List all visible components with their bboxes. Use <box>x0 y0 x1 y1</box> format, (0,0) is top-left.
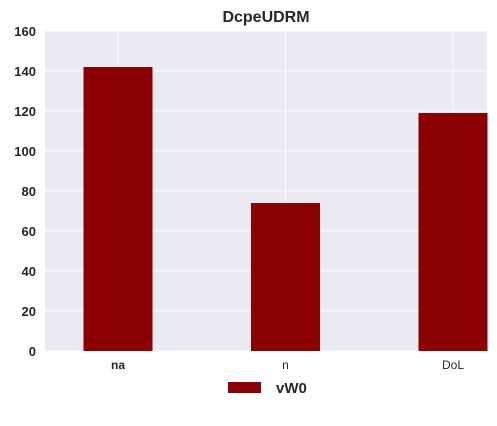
x-axis-ticks: na n DoL <box>111 358 464 372</box>
x-tick-label: DoL <box>442 358 464 372</box>
y-axis-ticks: 0 20 40 60 80 100 120 140 160 <box>14 24 36 359</box>
y-tick-label: 0 <box>29 344 36 359</box>
y-tick-label: 60 <box>22 224 36 239</box>
bar-DoL <box>418 113 488 351</box>
chart-title: DcpeUDRM <box>222 9 309 26</box>
y-tick-label: 40 <box>22 264 36 279</box>
y-tick-label: 100 <box>14 144 36 159</box>
x-tick-label: n <box>282 358 289 372</box>
bar-na <box>83 67 153 351</box>
legend-label: vW0 <box>276 380 307 397</box>
bar-n <box>251 203 320 351</box>
y-tick-label: 80 <box>22 184 36 199</box>
y-tick-label: 140 <box>14 64 36 79</box>
legend-swatch <box>228 382 261 393</box>
y-tick-label: 120 <box>14 104 36 119</box>
legend: vW0 <box>228 380 307 397</box>
bars <box>83 67 488 351</box>
y-tick-label: 20 <box>22 304 36 319</box>
x-tick-label: na <box>111 358 125 372</box>
y-tick-label: 160 <box>14 24 36 39</box>
